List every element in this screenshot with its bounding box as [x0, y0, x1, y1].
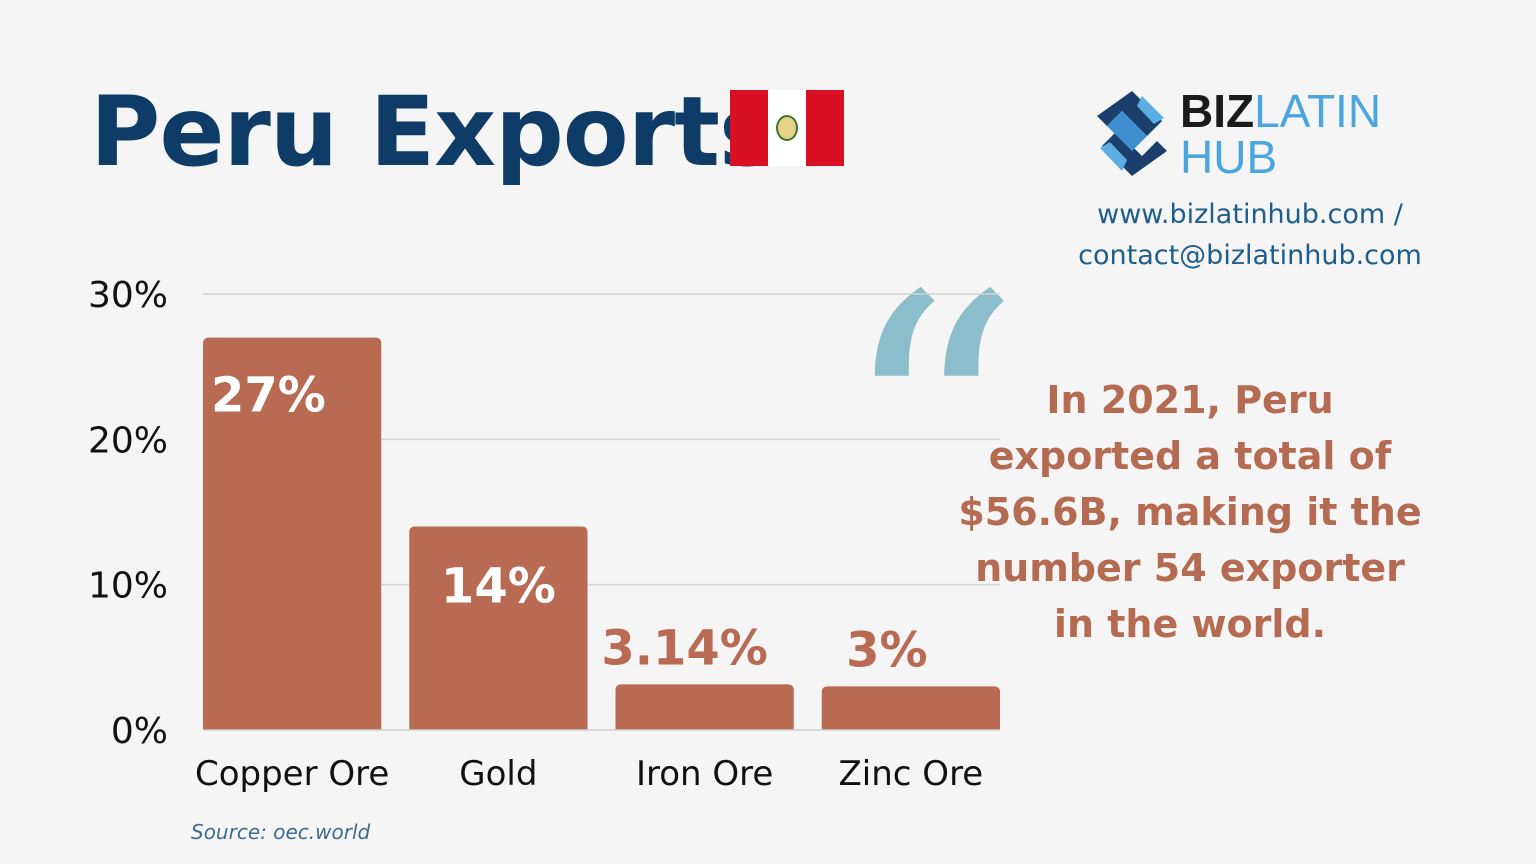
- x-category-label: Gold: [459, 754, 537, 794]
- x-category-label: Zinc Ore: [839, 754, 984, 794]
- peru-flag-icon: [730, 90, 844, 166]
- quote-mark-icon: “: [838, 220, 1023, 639]
- logo-mark-icon: [1097, 91, 1167, 176]
- quote-text: In 2021, Peru exported a total of $56.6B…: [958, 378, 1422, 646]
- bar-value-label: 3%: [846, 622, 928, 678]
- bar: [615, 684, 794, 730]
- x-category-label: Copper Ore: [195, 754, 389, 794]
- bar: [821, 686, 1000, 730]
- bar-value-label: 27%: [211, 368, 326, 424]
- y-tick-label: 20%: [88, 420, 168, 461]
- logo-text-biz: BIZ: [1180, 85, 1255, 137]
- contact-info: www.bizlatinhub.com / contact@bizlatinhu…: [1040, 194, 1460, 276]
- bar-value-label: 3.14%: [601, 620, 768, 676]
- source-note: Source: oec.world: [191, 820, 371, 844]
- website-link[interactable]: www.bizlatinhub.com /: [1097, 199, 1403, 230]
- bar: [203, 337, 382, 730]
- email-link[interactable]: contact@bizlatinhub.com: [1078, 240, 1422, 271]
- bar: [409, 526, 588, 730]
- y-tick-label: 30%: [88, 275, 168, 316]
- logo-text-hub: HUB: [1180, 131, 1278, 183]
- logo-text-latin: LATIN: [1254, 85, 1382, 137]
- y-tick-label: 10%: [88, 566, 168, 607]
- page-title: Peru Exports: [90, 76, 776, 188]
- bar-value-label: 14%: [441, 559, 556, 615]
- y-tick-label: 0%: [111, 711, 168, 752]
- x-category-label: Iron Ore: [636, 754, 773, 794]
- bizlatinhub-logo: BIZLATIN HUB: [1092, 86, 1392, 181]
